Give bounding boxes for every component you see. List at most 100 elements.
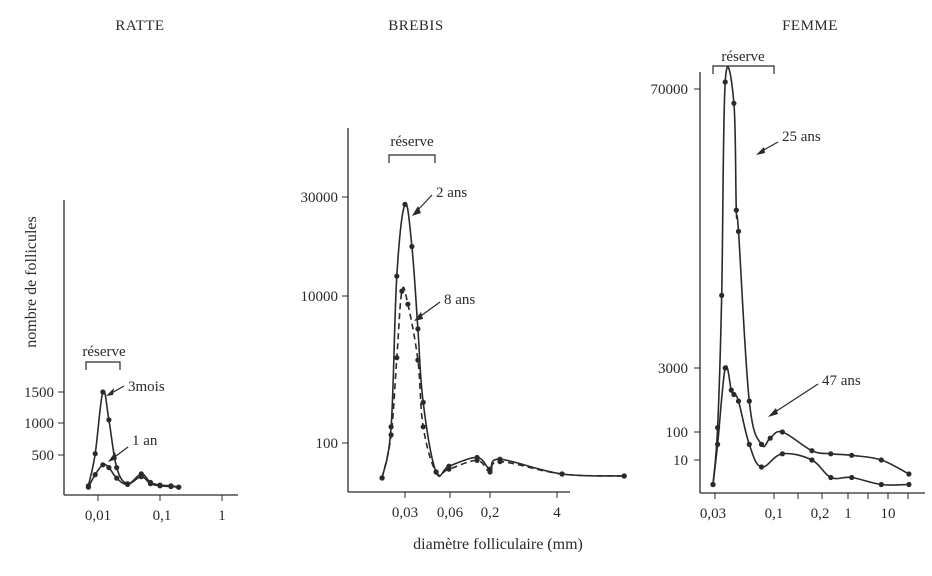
femme-data-point <box>735 228 742 234</box>
ratte-data-point <box>114 465 120 471</box>
ratte-data-point <box>85 484 91 490</box>
panel-brebis: 30000 10000 100 0,03 0,06 0,2 4 réserve … <box>301 128 627 521</box>
brebis-label-2ans: 2 ans <box>436 185 467 201</box>
femme-series-line-2 <box>712 365 909 486</box>
femme-data-point <box>758 441 765 447</box>
ratte-xtick-label: 0,1 <box>153 508 172 524</box>
ratte-data-point <box>92 451 98 457</box>
ratte-series <box>85 389 182 490</box>
femme-data-point <box>733 207 739 213</box>
femme-data-point <box>746 441 752 447</box>
brebis-reserve-label: réserve <box>390 134 434 150</box>
femme-ytick-label: 100 <box>666 425 689 441</box>
femme-xtick-label: 0,2 <box>811 506 830 522</box>
femme-data-point <box>722 365 728 371</box>
brebis-data-point <box>394 355 400 361</box>
brebis-ytick-label: 30000 <box>301 190 339 206</box>
brebis-data-point <box>409 243 415 250</box>
brebis-data-point <box>405 301 411 307</box>
femme-data-point <box>828 451 834 457</box>
ratte-data-point <box>92 472 98 478</box>
femme-data-point <box>849 474 855 481</box>
brebis-xtick-label: 4 <box>553 505 561 521</box>
femme-data-point <box>722 79 728 85</box>
ratte-data-point <box>138 474 144 480</box>
ratte-ytick-label: 500 <box>32 448 55 464</box>
femme-data-point <box>731 100 737 106</box>
brebis-data-point <box>394 273 400 279</box>
brebis-data-point <box>420 399 426 405</box>
femme-label-25ans: 25 ans <box>782 129 821 145</box>
ratte-arrowhead <box>108 452 117 462</box>
ratte-series-line-2 <box>87 463 179 488</box>
brebis-reserve-bracket <box>388 154 436 163</box>
brebis-xtick-label: 0,06 <box>437 505 464 521</box>
femme-data-point <box>809 457 815 463</box>
ratte-label-1an: 1 an <box>132 433 158 449</box>
ratte-data-point <box>114 475 120 481</box>
brebis-series-line-1 <box>381 202 625 479</box>
x-axis-label: diamètre folliculaire (mm) <box>413 536 583 553</box>
femme-data-point <box>779 429 786 435</box>
brebis-data-point <box>399 288 405 294</box>
brebis-data-point <box>621 473 627 479</box>
femme-ytick-label: 10 <box>673 453 688 469</box>
brebis-data-point <box>388 432 394 438</box>
femme-xtick-label: 0,1 <box>765 506 784 522</box>
ratte-ytick-label: 1000 <box>24 416 54 432</box>
ratte-reserve-bracket <box>85 361 121 370</box>
femme-arrow-47ans <box>771 383 819 415</box>
femme-data-point <box>809 448 815 454</box>
brebis-ytick-label: 10000 <box>301 289 339 305</box>
brebis-data-point <box>415 326 421 332</box>
femme-series <box>710 66 912 488</box>
femme-data-point <box>906 481 912 488</box>
femme-arrowhead <box>768 408 778 417</box>
brebis-arrowhead <box>412 206 421 216</box>
femme-xtick-label: 1 <box>844 506 852 522</box>
brebis-xtick-label: 0,03 <box>392 505 418 521</box>
femme-arrowhead <box>756 147 765 155</box>
brebis-data-point <box>415 357 421 363</box>
ratte-data-point <box>100 389 106 395</box>
ratte-data-point <box>100 462 106 468</box>
ratte-data-point <box>147 481 153 487</box>
brebis-series <box>379 201 627 481</box>
femme-data-point <box>735 398 742 404</box>
y-axis-label: nombre de follicules <box>23 216 40 348</box>
ratte-xtick-label: 1 <box>218 508 226 524</box>
femme-data-point <box>728 387 734 393</box>
ratte-data-point <box>157 483 163 489</box>
ratte-data-point <box>176 484 182 490</box>
femme-ytick-label: 3000 <box>658 361 688 377</box>
ratte-label-3mois: 3mois <box>128 379 165 395</box>
ratte-reserve-label: réserve <box>82 344 126 360</box>
brebis-data-point <box>474 457 480 463</box>
femme-data-point <box>849 452 855 458</box>
ratte-data-point <box>125 481 131 487</box>
femme-label-47ans: 47 ans <box>822 373 861 389</box>
femme-xtick-label: 10 <box>881 506 896 522</box>
brebis-arrowhead <box>414 312 423 321</box>
brebis-data-point <box>487 469 493 475</box>
ratte-xtick-label: 0,01 <box>85 508 111 524</box>
femme-data-point <box>878 481 884 488</box>
panel-femme: 70000 3000 100 10 0,03 0,1 0,2 1 10 rése… <box>651 49 925 522</box>
femme-data-point <box>719 292 725 298</box>
ratte-ytick-label: 1500 <box>24 385 54 401</box>
femme-data-point <box>906 471 912 477</box>
brebis-data-point <box>420 424 426 430</box>
brebis-data-point <box>497 459 503 465</box>
brebis-data-point <box>446 466 452 472</box>
femme-data-point <box>746 398 752 404</box>
femme-ytick-label: 70000 <box>651 82 689 98</box>
femme-reserve-bracket <box>712 65 775 74</box>
femme-data-point <box>779 451 786 457</box>
panel-title-ratte: RATTE <box>115 18 164 34</box>
femme-data-point <box>731 391 737 398</box>
brebis-data-point <box>433 469 439 475</box>
ratte-arrowhead <box>106 388 114 396</box>
brebis-data-point <box>559 471 565 477</box>
ratte-data-point <box>106 417 112 423</box>
